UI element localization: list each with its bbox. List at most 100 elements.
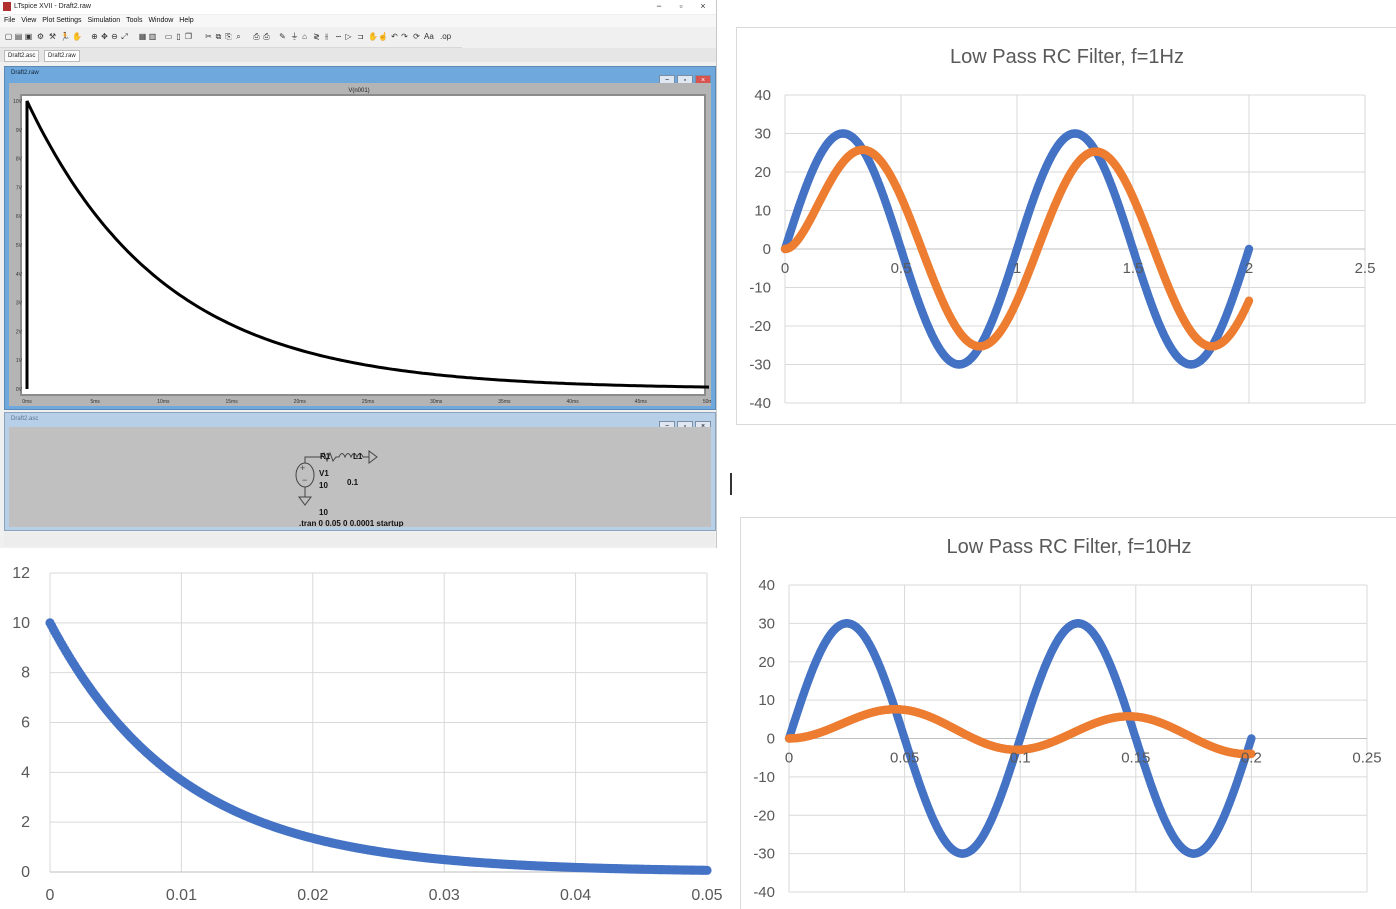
x-tick-label: 0.05 <box>890 750 919 767</box>
r1-value[interactable]: 10 <box>319 508 328 517</box>
series-1[interactable] <box>45 618 712 875</box>
menu-tools[interactable]: Tools <box>126 17 143 24</box>
grid-icon[interactable]: ▥ <box>148 32 157 41</box>
waveform-window-title: Draft2.raw <box>11 70 39 76</box>
schematic-canvas[interactable]: + − R1 L1 V1 10 0.1 10 .tran 0 0.05 0 0.… <box>9 427 711 528</box>
zoom-out-icon[interactable]: ⊖ <box>111 32 118 41</box>
toolbar: ▢ ▤ ▣ ⚙ ⚒ 🏃 ✋ ⊕ ✥ ⊖ ⤢ ▦ ▥ ▭ ▯ ❐ ✂ ⧉ ⎘ ⌕ … <box>0 29 462 48</box>
ground-icon[interactable]: ⏚ <box>290 32 299 41</box>
menu-simulation[interactable]: Simulation <box>87 17 121 24</box>
x-tick-label: 15ms <box>225 399 238 405</box>
component-icon[interactable]: ⊐ <box>357 32 364 41</box>
tile-horizontal-icon[interactable]: ▭ <box>164 32 173 41</box>
x-tick-label: 0.25 <box>1352 750 1381 767</box>
y-tick-label: -30 <box>749 357 771 374</box>
drag-icon[interactable]: ☝ <box>378 32 388 41</box>
menu-file[interactable]: File <box>4 17 16 24</box>
chart-decay[interactable]: 12 10 8 6 4 2 0 0 0.01 0.02 0.03 0.04 0.05 <box>0 548 734 908</box>
minimize-button[interactable]: − <box>656 1 662 11</box>
y-tick-label: 2V <box>16 329 23 335</box>
menu-help[interactable]: Help <box>179 17 194 24</box>
x-tick-label: 1.5 <box>1123 260 1144 277</box>
label-net-icon[interactable]: ⌂ <box>302 32 307 41</box>
x-tick-label: 40ms <box>566 399 579 405</box>
move-icon[interactable]: ✋ <box>368 32 378 41</box>
print-icon[interactable]: ⎙ <box>263 32 270 41</box>
x-tick-label: 50ms <box>703 399 711 405</box>
halt-icon[interactable]: ✋ <box>72 32 82 41</box>
inductor-symbol[interactable] <box>338 450 378 464</box>
y-tick-label: 6V <box>16 214 23 220</box>
cut-icon[interactable]: ✂ <box>205 32 212 41</box>
waveform-plot-area[interactable]: 10V 9V 8V 7V 6V 5V 4V 3V 2V 1V 0V 0ms 5ms 10ms 15ms 20… <box>9 83 711 406</box>
x-tick-label: 0.03 <box>429 887 460 904</box>
capacitor-icon[interactable]: ⫲ <box>325 32 328 41</box>
chart-f1hz[interactable]: Low Pass RC Filter, f=1Hz 40 30 20 10 0 -10 -2… <box>736 27 1396 425</box>
r1-label[interactable]: R1 <box>320 452 331 461</box>
text-icon[interactable]: Aa <box>424 32 434 41</box>
ltspice-window: LTspice XVII - Draft2.raw − ▫ × File Vie… <box>0 0 717 548</box>
source-minus-sign: − <box>302 475 307 485</box>
l1-value[interactable]: 0.1 <box>347 478 359 487</box>
data-point <box>1244 244 1254 254</box>
trace-label[interactable]: V(n001) <box>348 88 369 94</box>
trace-v-n001[interactable] <box>25 100 710 389</box>
ground-symbol[interactable] <box>298 487 312 506</box>
redo-icon[interactable]: ↷ <box>401 32 408 41</box>
tile-vertical-icon[interactable]: ▯ <box>176 32 181 41</box>
spice-directive-icon[interactable]: .op <box>440 32 452 41</box>
print-preview-icon[interactable]: ⎙ <box>253 32 260 41</box>
tab-draft2-raw[interactable]: Draft2.raw <box>44 50 80 62</box>
maximize-button[interactable]: ▫ <box>679 1 683 11</box>
chart-f10hz[interactable]: Low Pass RC Filter, f=10Hz 40 30 20 10 0 -10 -… <box>740 517 1396 909</box>
inductor-icon[interactable]: ∽ <box>335 32 342 41</box>
new-schematic-icon[interactable]: ▢ <box>4 32 13 41</box>
l1-label[interactable]: L1 <box>353 452 363 461</box>
draw-wire-icon[interactable]: ✎ <box>279 32 286 41</box>
resistor-icon[interactable]: ≷ <box>313 32 320 41</box>
find-icon[interactable]: ⌕ <box>236 32 241 41</box>
x-tick-label: 0.15 <box>1121 750 1150 767</box>
series-1[interactable] <box>780 129 1254 369</box>
rotate-icon[interactable]: ⟳ <box>413 32 420 41</box>
x-tick-label: 45ms <box>635 399 648 405</box>
waveform-plot[interactable]: 10V 9V 8V 7V 6V 5V 4V 3V 2V 1V 0V 0ms 5ms 10ms 15ms 20… <box>9 83 711 406</box>
y-tick-label: -10 <box>749 280 771 297</box>
series-1[interactable] <box>784 619 1256 858</box>
v1-value[interactable]: 10 <box>319 481 328 490</box>
settings-icon[interactable]: ⚙ <box>36 32 45 41</box>
chart-title: Low Pass RC Filter, f=10Hz <box>946 536 1192 558</box>
diode-icon[interactable]: ▷ <box>345 32 352 41</box>
open-icon[interactable]: ▤ <box>14 32 23 41</box>
series-2[interactable] <box>780 145 1254 351</box>
menu-window[interactable]: Window <box>148 17 174 24</box>
x-tick-label: 0.01 <box>166 887 197 904</box>
zoom-fit-icon[interactable]: ⤢ <box>121 32 128 41</box>
tran-directive[interactable]: .tran 0 0.05 0 0.0001 startup <box>299 519 404 528</box>
y-tick-label: 10 <box>758 692 775 709</box>
y-tick-label: 20 <box>758 654 775 671</box>
save-icon[interactable]: ▣ <box>24 32 33 41</box>
resistor-symbol[interactable] <box>304 451 339 463</box>
tab-draft2-asc[interactable]: Draft2.asc <box>4 50 40 62</box>
schematic-drawing[interactable]: + − R1 L1 V1 10 0.1 10 .tran 0 0.05 0 0.… <box>9 427 711 528</box>
v1-label[interactable]: V1 <box>319 469 329 478</box>
menu-view[interactable]: View <box>21 17 37 24</box>
chart-decay-plot: 12 10 8 6 4 2 00 0.01 0.02 0.03 0.04 0.05 <box>12 565 722 904</box>
copy-icon[interactable]: ⧉ <box>215 32 222 41</box>
zoom-in-icon[interactable]: ⊕ <box>91 32 98 41</box>
cascade-icon[interactable]: ❐ <box>184 32 193 41</box>
series-2[interactable] <box>784 705 1256 759</box>
close-button[interactable]: × <box>700 1 706 11</box>
window-title: LTspice XVII - Draft2.raw <box>14 3 91 10</box>
undo-icon[interactable]: ↶ <box>391 32 398 41</box>
y-tick-label: 9V <box>16 128 23 134</box>
run-icon[interactable]: 🏃 <box>60 32 70 41</box>
autorange-icon[interactable]: ▦ <box>138 32 147 41</box>
menu-plot-settings[interactable]: Plot Settings <box>42 17 82 24</box>
pan-icon[interactable]: ✥ <box>101 32 108 41</box>
paste-icon[interactable]: ⎘ <box>225 32 232 41</box>
source-plus-sign: + <box>300 463 305 473</box>
x-tick-label: 1 <box>1013 260 1021 277</box>
control-panel-icon[interactable]: ⚒ <box>48 32 57 41</box>
